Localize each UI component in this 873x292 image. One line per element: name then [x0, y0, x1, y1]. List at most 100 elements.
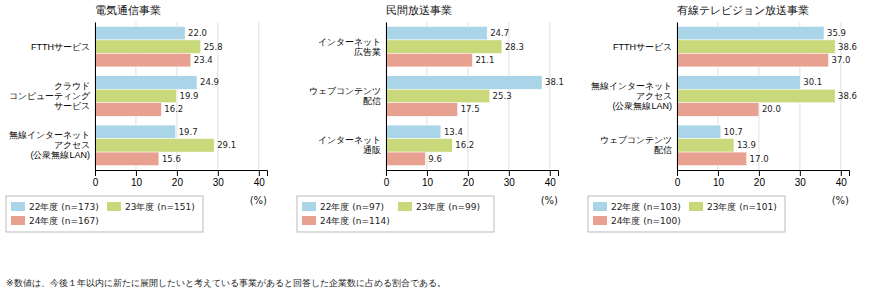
legend-label: 23年度 (n=101) — [707, 202, 777, 212]
bar — [95, 76, 197, 89]
data-label: 25.8 — [204, 42, 223, 52]
axis-line — [386, 23, 387, 171]
bar — [386, 26, 487, 39]
tick-mark — [177, 170, 178, 176]
tick-mark — [509, 170, 510, 176]
tick-label-line: 広告業 — [354, 46, 381, 56]
tick-label: 20 — [172, 177, 184, 188]
tick-mark — [550, 170, 551, 176]
tick-label: 20 — [463, 177, 475, 188]
data-label: 19.9 — [179, 91, 198, 101]
grid — [677, 22, 841, 170]
tick-mark — [677, 170, 678, 176]
bar — [95, 125, 176, 138]
bar — [386, 152, 425, 165]
legend-item: 24年度 (n=167) — [11, 216, 99, 226]
legend-label: 22年度 (n=97) — [320, 202, 384, 212]
tick-label: 無線インターネットアクセス(公衆無線LAN) — [591, 81, 672, 111]
tick: 0 — [675, 170, 681, 188]
bar — [95, 53, 191, 66]
bar — [677, 139, 734, 152]
legend-label: 23年度 (n=151) — [125, 202, 195, 212]
bar — [677, 26, 824, 39]
tick: 無線インターネットアクセス(公衆無線LAN) — [591, 81, 677, 111]
grid-line — [95, 22, 96, 170]
legend-label: 24年度 (n=100) — [611, 216, 681, 226]
tick-label: 無線インターネットアクセス(公衆無線LAN) — [9, 130, 90, 160]
tick-label: インターネット通販 — [318, 135, 381, 155]
data-label: 17.0 — [750, 154, 769, 164]
legend-swatch — [302, 202, 316, 211]
tick: 20 — [172, 170, 184, 188]
data-labels: 35.930.110.738.638.613.937.020.017.0 — [724, 28, 857, 164]
y-axis: FTTHサービス無線インターネットアクセス(公衆無線LAN) ウェブコンテンツ配信 — [591, 23, 678, 171]
legend-label: 24年度 (n=167) — [29, 216, 99, 226]
data-label: 35.9 — [827, 28, 846, 38]
tick-label-line: 配信 — [363, 96, 381, 106]
tick: 10 — [422, 170, 434, 188]
axis-title: (%) — [250, 195, 267, 206]
data-label: 16.2 — [455, 140, 474, 150]
bar — [677, 89, 835, 102]
tick-label-line: インターネット — [318, 37, 381, 47]
grid-line — [677, 22, 678, 170]
data-label: 23.4 — [194, 55, 213, 65]
tick-label: 20 — [754, 177, 766, 188]
tick: 20 — [754, 170, 766, 188]
data-label: 21.1 — [475, 55, 494, 65]
legend-swatch — [11, 202, 25, 211]
bar — [677, 152, 747, 165]
grid-line — [386, 22, 387, 170]
x-axis: 010203040 — [93, 170, 268, 188]
tick-label: 40 — [545, 177, 557, 188]
tick-label-line: インターネット — [318, 135, 381, 145]
data-label: 25.3 — [493, 91, 512, 101]
legend-item: 22年度 (n=173) — [11, 202, 99, 212]
tick-label: 40 — [836, 177, 848, 188]
legend-swatch — [593, 216, 607, 225]
y-axis: インターネット広告業ウェブコンテンツ配信インターネット通販 — [309, 23, 387, 171]
tick-label: 0 — [93, 177, 99, 188]
tick-mark — [259, 170, 260, 176]
tick: ウェブコンテンツ配信 — [600, 135, 677, 155]
bars — [95, 26, 214, 165]
data-label: 20.0 — [762, 104, 781, 114]
axis-title: (%) — [832, 195, 849, 206]
tick-label-line: コンピューティング — [9, 91, 91, 101]
bar — [677, 40, 835, 53]
title: 有線テレビジョン放送事業 — [677, 4, 809, 17]
tick-mark — [386, 170, 387, 176]
data-label: 28.3 — [505, 42, 524, 52]
data-label: 15.6 — [162, 154, 181, 164]
legend-swatch — [302, 216, 316, 225]
title: 電気通信事業 — [95, 4, 161, 17]
legend-swatch — [11, 216, 25, 225]
tick-label-line: ウェブコンテンツ — [309, 86, 381, 96]
tick-mark — [759, 170, 760, 176]
data-label: 38.6 — [838, 42, 857, 52]
tick: インターネット通販 — [318, 135, 386, 155]
axis-line — [387, 171, 559, 177]
tick: 40 — [545, 170, 557, 188]
tick-label-line: アクセス — [54, 140, 90, 150]
tick-label-line: アクセス — [636, 91, 672, 101]
legend-swatch — [689, 202, 703, 211]
data-label: 37.0 — [832, 55, 851, 65]
bar — [386, 125, 441, 138]
grid — [386, 22, 550, 170]
legend-frame — [297, 196, 494, 232]
tick-label: 30 — [213, 177, 225, 188]
legend-item: 24年度 (n=114) — [302, 216, 390, 226]
data-label: 13.4 — [444, 127, 463, 137]
tick: ウェブコンテンツ配信 — [309, 86, 386, 106]
data-label: 16.2 — [164, 104, 183, 114]
data-labels: 22.024.919.725.819.929.123.416.215.6 — [162, 28, 236, 164]
tick-label: クラウドコンピューティングサービス — [9, 81, 91, 111]
tick-label-line: サービス — [54, 101, 90, 111]
axis-line — [96, 171, 268, 177]
tick-label-line: ウェブコンテンツ — [600, 135, 672, 145]
legend-frame — [588, 196, 785, 232]
tick: FTTHサービス — [31, 42, 95, 52]
tick-label-line: FTTHサービス — [613, 42, 672, 52]
bar — [386, 89, 490, 102]
